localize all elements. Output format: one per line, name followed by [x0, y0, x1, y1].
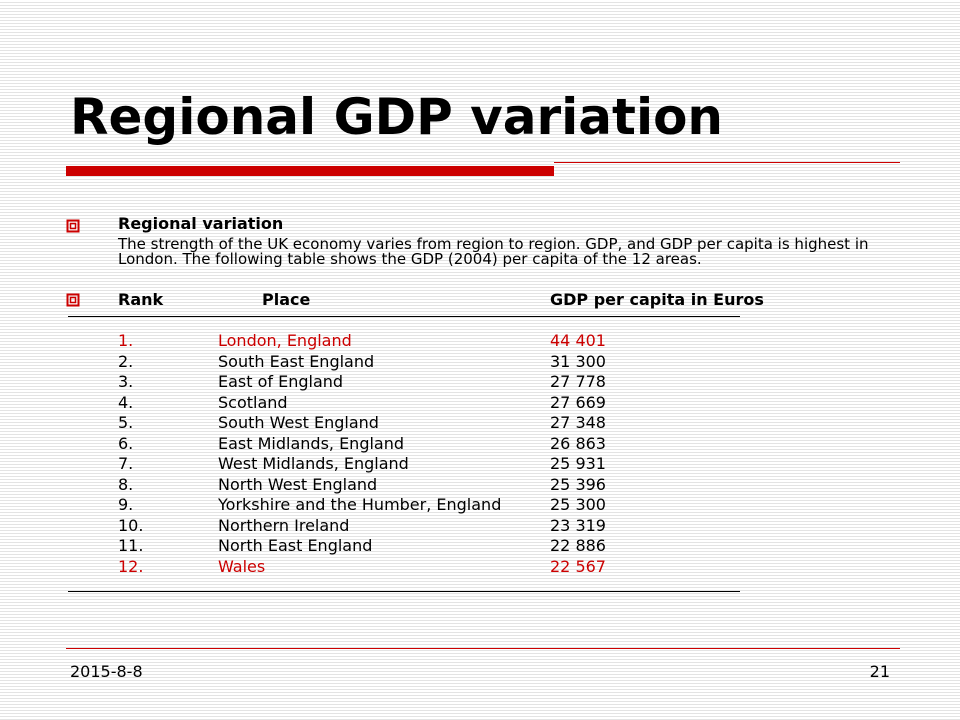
rank-cell: 2.: [118, 351, 134, 371]
place-cell: East of England: [218, 372, 344, 391]
rank-cell: 12.: [118, 556, 144, 576]
rank-cell: 1.: [118, 331, 134, 350]
rank-cell: 10.: [118, 515, 144, 535]
footer-date: 2015-8-8: [70, 662, 143, 681]
rank-cell: 3.: [118, 372, 134, 391]
gdp-cell: 23 319: [550, 515, 606, 535]
rank-cell: 6.: [118, 433, 134, 453]
place-cell: Wales: [218, 556, 266, 576]
section-heading: Regional variation: [118, 214, 284, 233]
place-cell: West Midlands, England: [218, 454, 409, 473]
gdp-cell: 26 863: [550, 433, 606, 453]
gdp-cell: 27 348: [550, 413, 606, 432]
table-bottom-rule: [68, 591, 740, 592]
gdp-cell: 25 300: [550, 495, 606, 514]
gdp-cell: 22 886: [550, 536, 606, 555]
place-cell: North West England: [218, 474, 378, 494]
hollow-square-bullet-icon: [66, 293, 80, 307]
place-cell: North East England: [218, 536, 373, 555]
gdp-cell: 31 300: [550, 351, 606, 371]
place-cell: London, England: [218, 331, 352, 350]
gdp-cell: 25 931: [550, 454, 606, 473]
rank-cell: 11.: [118, 536, 144, 555]
gdp-cell: 22 567: [550, 556, 606, 576]
place-cell: East Midlands, England: [218, 433, 405, 453]
rank-cell: 9.: [118, 495, 134, 514]
slide-title: Regional GDP variation: [70, 88, 724, 146]
rank-cell: 7.: [118, 454, 134, 473]
place-cell: Scotland: [218, 392, 288, 412]
title-underline-thin: [554, 162, 900, 163]
column-header-rank: Rank: [118, 290, 164, 309]
place-cell: Northern Ireland: [218, 515, 350, 535]
title-underline-bar: [66, 166, 554, 176]
section-paragraph: The strength of the UK economy varies fr…: [118, 235, 869, 268]
hollow-square-bullet-icon: [66, 219, 80, 233]
footer-rule: [66, 648, 900, 649]
rank-cell: 5.: [118, 413, 134, 432]
gdp-cell: 25 396: [550, 474, 606, 494]
rank-cell: 4.: [118, 392, 134, 412]
table-top-rule: [68, 316, 740, 317]
column-header-place: Place: [262, 290, 311, 309]
gdp-cell: 27 669: [550, 392, 606, 412]
page-number: 21: [869, 662, 890, 681]
place-cell: Yorkshire and the Humber, England: [218, 495, 502, 514]
place-cell: South West England: [218, 413, 379, 432]
place-cell: South East England: [218, 351, 375, 371]
gdp-cell: 27 778: [550, 372, 606, 391]
column-header-gdp: GDP per capita in Euros: [550, 290, 764, 309]
gdp-cell: 44 401: [550, 331, 606, 350]
rank-cell: 8.: [118, 474, 134, 494]
